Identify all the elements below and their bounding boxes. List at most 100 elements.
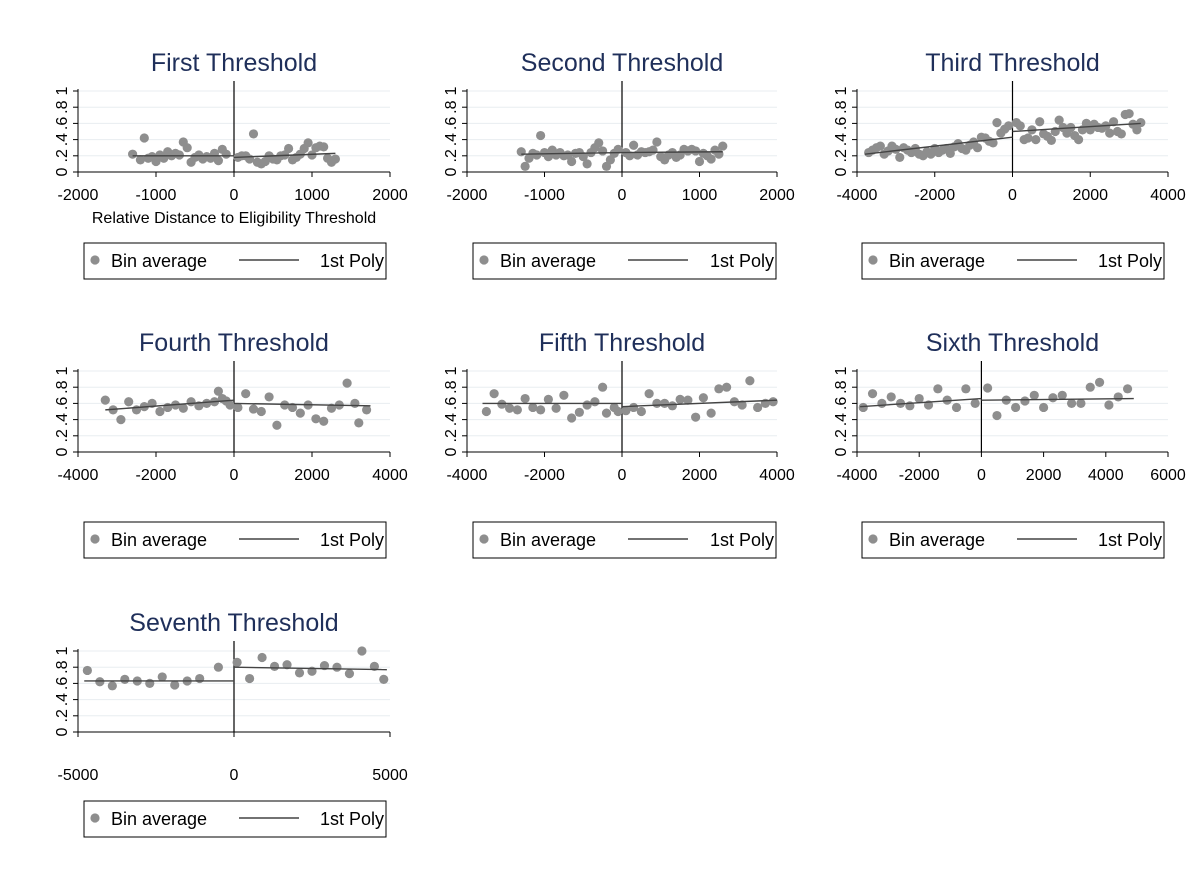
bin-average-point [186,397,196,407]
legend-marker-label: Bin average [111,251,207,271]
bin-average-point [303,138,313,148]
bin-average-point [1035,117,1045,127]
x-axis-label: Relative Distance to Eligibility Thresho… [92,210,376,227]
bin-average-point [988,138,998,148]
bin-average-point [992,410,1002,421]
bin-average-point [369,661,379,671]
bin-average-point [1029,390,1039,400]
bin-average-point [520,161,530,171]
y-tick-label: 1 [54,86,71,95]
legend-marker [868,534,878,544]
bin-average-point [213,386,223,396]
bin-average-point [1048,393,1058,403]
y-tick-label: .2 [833,429,850,442]
bin-average-point [648,145,658,155]
bin-average-point [578,152,588,162]
bin-average-point [326,403,337,413]
legend: Bin average 1st Poly [83,242,387,280]
legend-marker [90,534,100,544]
bin-average-point [520,393,530,404]
bin-average-point [594,138,604,148]
bin-average-point [694,156,705,167]
bin-average-point [891,144,901,154]
legend-marker-label: Bin average [111,809,207,829]
y-tick-label: .4 [443,413,460,426]
bin-average-point [344,669,355,679]
bin-average-point [714,384,724,394]
bin-average-point [269,661,280,671]
chart-title: First Threshold [151,49,317,77]
bin-average-point [532,150,542,160]
legend-line-label: 1st Poly [320,809,384,829]
bin-average-point [481,406,491,417]
bin-average-point [225,400,235,410]
y-tick-label: .8 [833,100,850,113]
legend-marker [479,255,489,265]
bin-average-point [284,143,294,154]
y-tick-label: 1 [833,366,850,375]
bin-average-point [745,376,755,386]
x-tick-label: -2000 [914,187,955,204]
bin-average-point [858,402,868,413]
bin-average-point [567,156,577,167]
bin-average-point [1108,117,1119,127]
bin-average-point [867,389,878,399]
x-tick-label: -2000 [524,467,565,484]
legend-marker-label: Bin average [500,251,596,271]
bin-average-point [182,143,192,153]
legend-line-label: 1st Poly [320,530,384,550]
bin-average-point [342,378,352,388]
bin-average-point [497,399,507,409]
chart-panel-6: Sixth Threshold 0 .2 .4 .6 .8 1 -4000 -2000 0 2000… [833,329,1186,559]
y-tick-label: .4 [833,133,850,146]
bin-average-point [1104,400,1114,410]
bin-average-point [621,406,631,416]
y-tick-label: .8 [833,380,850,393]
legend-box [83,242,387,280]
bin-average-point [233,402,243,413]
bin-average-point [221,149,231,159]
fit-line [860,397,982,408]
y-tick-label: .2 [833,149,850,162]
legend: Bin average 1st Poly [472,521,777,559]
bin-average-point [1076,398,1086,408]
bin-average-point [951,402,962,413]
legend-line-label: 1st Poly [1098,251,1162,271]
legend-marker [90,255,100,265]
bin-average-point [1039,402,1049,413]
y-tick-label: .8 [54,100,71,113]
y-tick-label: 1 [443,86,460,95]
x-tick-label: 0 [1008,187,1017,204]
y-tick-label: 1 [54,646,71,655]
chart-title: Fifth Threshold [539,329,705,357]
chart-panel-2: Second Threshold 0 .2 .4 .6 .8 1 -2000 -1000 0 100… [443,49,795,280]
x-tick-label: -2000 [136,467,177,484]
bin-average-point [636,406,646,417]
x-tick-label: -1000 [136,187,177,204]
bin-average-point [512,405,522,415]
bin-average-point [613,406,623,417]
bin-average-point [613,144,623,154]
chart-panel-5: Fifth Threshold 0 .2 .4 .6 .8 1 -4000 -2000 0 2000… [443,329,795,559]
y-tick-label: 0 [54,727,71,736]
bin-average-point [601,408,612,418]
y-tick-label: .8 [443,380,460,393]
bin-average-point [319,660,330,671]
x-tick-label: 6000 [1150,467,1186,484]
bin-average-point [1011,402,1021,413]
bin-average-point [294,668,305,678]
bin-average-point [311,414,321,424]
bin-average-point [1054,115,1064,125]
bin-average-point [264,392,274,402]
fit-line [621,151,723,154]
x-tick-label: -4000 [58,467,99,484]
legend-marker [868,255,878,265]
bin-average-point [1004,121,1014,131]
bin-average-point [116,415,126,425]
legend-line-label: 1st Poly [710,251,774,271]
bin-average-point [698,393,708,403]
legend: Bin average 1st Poly [861,521,1165,559]
bin-average-point [100,395,110,405]
bin-average-point [295,408,305,418]
